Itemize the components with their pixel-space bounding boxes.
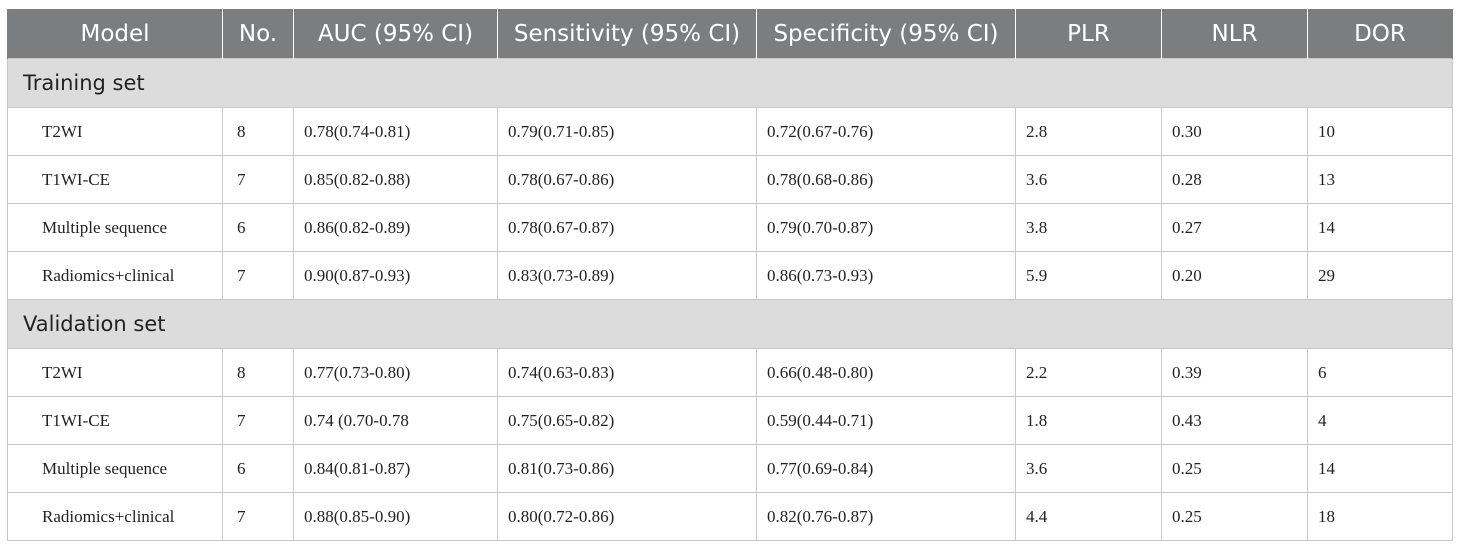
cell-model: Multiple sequence xyxy=(7,444,223,493)
table-body: Training set T2WI 8 0.78(0.74-0.81) 0.79… xyxy=(7,58,1453,541)
cell-model: Radiomics+clinical xyxy=(7,251,223,300)
cell-auc: 0.84(0.81-0.87) xyxy=(293,444,498,493)
section-title: Training set xyxy=(7,58,1453,108)
cell-auc: 0.85(0.82-0.88) xyxy=(293,155,498,204)
cell-sensitivity: 0.83(0.73-0.89) xyxy=(497,251,757,300)
header-auc: AUC (95% CI) xyxy=(293,9,498,59)
results-table-container: Model No. AUC (95% CI) Sensitivity (95% … xyxy=(7,9,1453,541)
cell-plr: 5.9 xyxy=(1015,251,1162,300)
cell-auc: 0.77(0.73-0.80) xyxy=(293,348,498,397)
cell-dor: 4 xyxy=(1307,396,1453,445)
cell-no: 7 xyxy=(222,155,294,204)
cell-nlr: 0.20 xyxy=(1161,251,1308,300)
header-nlr: NLR xyxy=(1161,9,1308,59)
cell-specificity: 0.78(0.68-0.86) xyxy=(756,155,1016,204)
cell-specificity: 0.72(0.67-0.76) xyxy=(756,107,1016,156)
header-row: Model No. AUC (95% CI) Sensitivity (95% … xyxy=(7,9,1453,59)
cell-sensitivity: 0.80(0.72-0.86) xyxy=(497,492,757,541)
header-dor: DOR xyxy=(1307,9,1453,59)
table-row: T1WI-CE 7 0.85(0.82-0.88) 0.78(0.67-0.86… xyxy=(7,155,1453,204)
cell-no: 6 xyxy=(222,203,294,252)
section-row-training: Training set xyxy=(7,58,1453,108)
header-no: No. xyxy=(222,9,294,59)
cell-dor: 6 xyxy=(1307,348,1453,397)
cell-plr: 2.8 xyxy=(1015,107,1162,156)
cell-auc: 0.90(0.87-0.93) xyxy=(293,251,498,300)
header-sensitivity: Sensitivity (95% CI) xyxy=(497,9,757,59)
cell-plr: 3.8 xyxy=(1015,203,1162,252)
section-row-validation: Validation set xyxy=(7,299,1453,349)
cell-sensitivity: 0.81(0.73-0.86) xyxy=(497,444,757,493)
table-row: Multiple sequence 6 0.86(0.82-0.89) 0.78… xyxy=(7,203,1453,252)
cell-no: 6 xyxy=(222,444,294,493)
cell-specificity: 0.82(0.76-0.87) xyxy=(756,492,1016,541)
cell-model: T2WI xyxy=(7,107,223,156)
cell-specificity: 0.66(0.48-0.80) xyxy=(756,348,1016,397)
cell-specificity: 0.77(0.69-0.84) xyxy=(756,444,1016,493)
cell-sensitivity: 0.78(0.67-0.87) xyxy=(497,203,757,252)
cell-model: Multiple sequence xyxy=(7,203,223,252)
table-row: T2WI 8 0.77(0.73-0.80) 0.74(0.63-0.83) 0… xyxy=(7,348,1453,397)
cell-plr: 3.6 xyxy=(1015,155,1162,204)
header-model: Model xyxy=(7,9,223,59)
cell-dor: 14 xyxy=(1307,444,1453,493)
cell-sensitivity: 0.75(0.65-0.82) xyxy=(497,396,757,445)
cell-nlr: 0.25 xyxy=(1161,492,1308,541)
table-row: T2WI 8 0.78(0.74-0.81) 0.79(0.71-0.85) 0… xyxy=(7,107,1453,156)
cell-nlr: 0.30 xyxy=(1161,107,1308,156)
cell-sensitivity: 0.74(0.63-0.83) xyxy=(497,348,757,397)
table-row: Radiomics+clinical 7 0.88(0.85-0.90) 0.8… xyxy=(7,492,1453,541)
cell-no: 7 xyxy=(222,396,294,445)
table-row: T1WI-CE 7 0.74 (0.70-0.78 0.75(0.65-0.82… xyxy=(7,396,1453,445)
cell-nlr: 0.27 xyxy=(1161,203,1308,252)
header-specificity: Specificity (95% CI) xyxy=(756,9,1016,59)
cell-sensitivity: 0.79(0.71-0.85) xyxy=(497,107,757,156)
table-header: Model No. AUC (95% CI) Sensitivity (95% … xyxy=(7,9,1453,59)
cell-auc: 0.74 (0.70-0.78 xyxy=(293,396,498,445)
cell-no: 7 xyxy=(222,251,294,300)
cell-specificity: 0.79(0.70-0.87) xyxy=(756,203,1016,252)
cell-model: T1WI-CE xyxy=(7,396,223,445)
cell-model: Radiomics+clinical xyxy=(7,492,223,541)
cell-sensitivity: 0.78(0.67-0.86) xyxy=(497,155,757,204)
cell-plr: 2.2 xyxy=(1015,348,1162,397)
cell-no: 8 xyxy=(222,107,294,156)
section-title: Validation set xyxy=(7,299,1453,349)
cell-nlr: 0.28 xyxy=(1161,155,1308,204)
cell-no: 7 xyxy=(222,492,294,541)
cell-plr: 1.8 xyxy=(1015,396,1162,445)
cell-nlr: 0.43 xyxy=(1161,396,1308,445)
cell-nlr: 0.25 xyxy=(1161,444,1308,493)
table-row: Radiomics+clinical 7 0.90(0.87-0.93) 0.8… xyxy=(7,251,1453,300)
cell-nlr: 0.39 xyxy=(1161,348,1308,397)
cell-model: T2WI xyxy=(7,348,223,397)
cell-dor: 14 xyxy=(1307,203,1453,252)
table-row: Multiple sequence 6 0.84(0.81-0.87) 0.81… xyxy=(7,444,1453,493)
header-plr: PLR xyxy=(1015,9,1162,59)
cell-specificity: 0.86(0.73-0.93) xyxy=(756,251,1016,300)
cell-dor: 13 xyxy=(1307,155,1453,204)
cell-model: T1WI-CE xyxy=(7,155,223,204)
cell-auc: 0.86(0.82-0.89) xyxy=(293,203,498,252)
cell-dor: 10 xyxy=(1307,107,1453,156)
cell-specificity: 0.59(0.44-0.71) xyxy=(756,396,1016,445)
results-table: Model No. AUC (95% CI) Sensitivity (95% … xyxy=(7,9,1453,541)
cell-plr: 3.6 xyxy=(1015,444,1162,493)
cell-auc: 0.78(0.74-0.81) xyxy=(293,107,498,156)
cell-no: 8 xyxy=(222,348,294,397)
cell-auc: 0.88(0.85-0.90) xyxy=(293,492,498,541)
cell-plr: 4.4 xyxy=(1015,492,1162,541)
cell-dor: 29 xyxy=(1307,251,1453,300)
cell-dor: 18 xyxy=(1307,492,1453,541)
